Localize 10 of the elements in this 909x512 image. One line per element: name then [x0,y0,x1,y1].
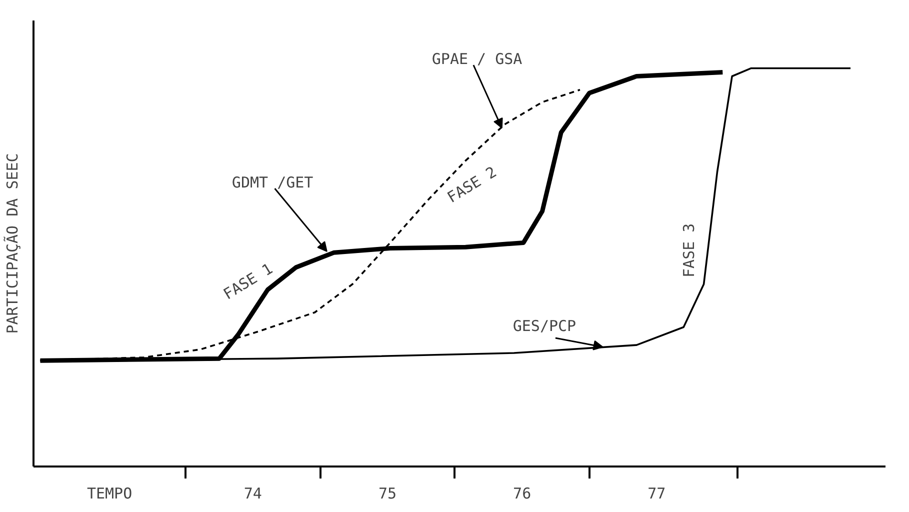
x-tick-label: 75 [378,484,397,502]
annotation: GDMT /GET [232,173,314,192]
y-axis-title: PARTICIPAÇÃO DA SEEC [4,153,22,334]
annotation: GPAE / GSA [432,50,522,68]
annotation: FASE 3 [680,223,698,278]
annotation: GES/PCP [512,317,576,336]
x-tick-label: 76 [513,484,532,502]
x-tick-label: 77 [648,484,666,502]
x-tick-label: 74 [244,484,262,502]
x-axis-title: TEMPO [86,484,132,502]
